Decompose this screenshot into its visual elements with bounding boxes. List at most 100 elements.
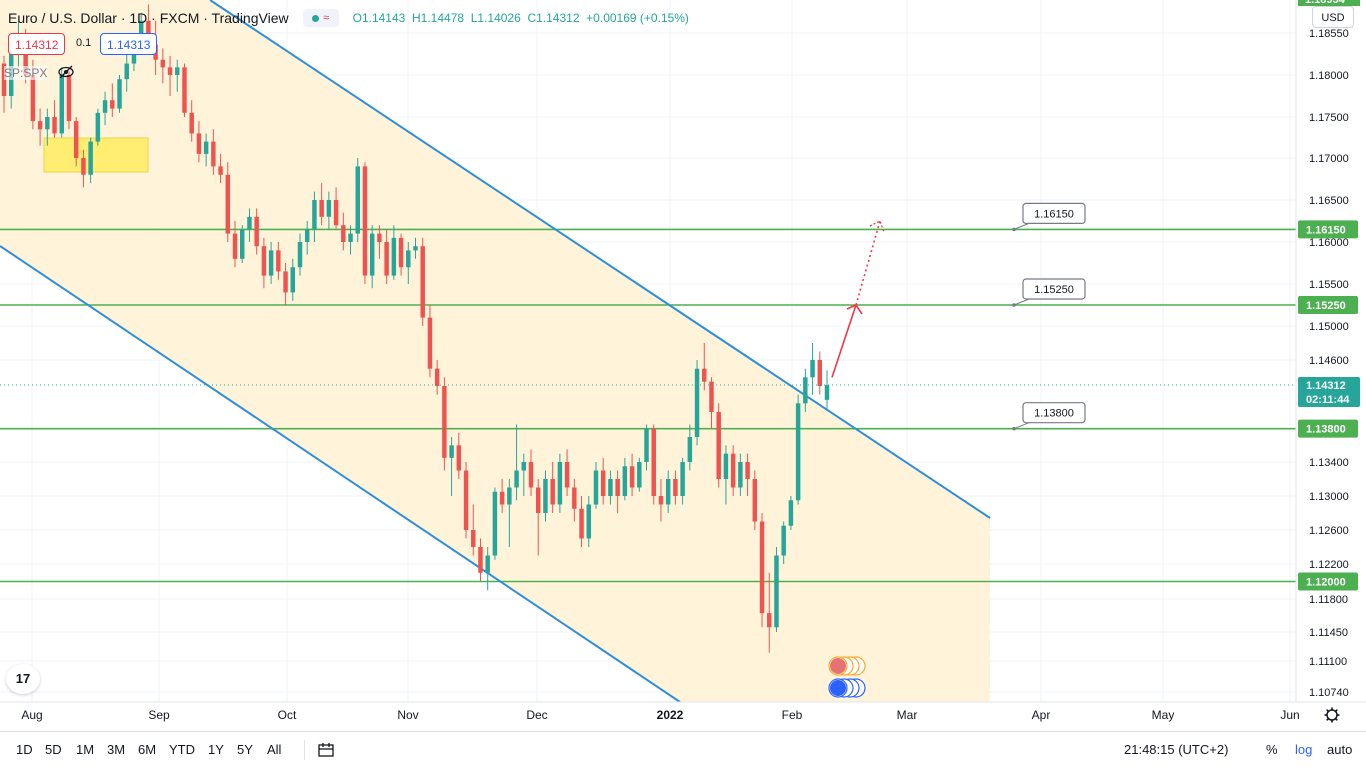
- channel-fill: [0, 0, 990, 702]
- x-tick-label: Mar: [897, 708, 918, 722]
- x-tick-label: Dec: [526, 708, 547, 722]
- gear-tooth: [1334, 709, 1338, 713]
- timeframe-5d[interactable]: 5D: [45, 742, 62, 757]
- candle-body: [463, 470, 469, 530]
- clock-readout[interactable]: 21:48:15 (UTC+2): [1124, 742, 1229, 757]
- candle-body: [189, 112, 194, 134]
- candle-body: [752, 479, 758, 522]
- candle-body: [781, 525, 786, 556]
- candle-body: [326, 200, 332, 217]
- level-callout-box[interactable]: [1022, 402, 1086, 424]
- candle-body: [543, 479, 548, 513]
- y-tick-label: 1.16500: [1309, 195, 1349, 207]
- us-event-flag-icon[interactable]: [830, 658, 846, 674]
- x-tick-label: May: [1152, 708, 1175, 722]
- timeframe-1d[interactable]: 1D: [16, 742, 33, 757]
- gear-tooth: [1334, 717, 1338, 721]
- y-tick-label: 1.12600: [1309, 525, 1349, 537]
- gear-tooth: [1326, 717, 1330, 721]
- candle-body: [564, 462, 570, 488]
- y-tick-label: 1.13400: [1309, 457, 1349, 469]
- high-value: H1.14478: [412, 11, 465, 25]
- level-axis-tag: [1298, 296, 1358, 314]
- percent-toggle[interactable]: %: [1266, 742, 1278, 757]
- candle-body: [59, 75, 64, 134]
- level-axis-tag-text: 1.13800: [1306, 424, 1346, 436]
- toolbar-divider: [304, 740, 305, 760]
- candle-body: [593, 470, 599, 505]
- candle-body: [196, 133, 202, 154]
- auto-toggle[interactable]: auto: [1327, 742, 1353, 757]
- buy-button[interactable]: 1.14313: [100, 33, 158, 55]
- candle-body: [427, 317, 433, 369]
- currency-button[interactable]: USD: [1312, 6, 1354, 28]
- callout-anchor: [1012, 426, 1016, 431]
- timeframe-all[interactable]: All: [267, 742, 282, 757]
- time-axis[interactable]: [0, 702, 1366, 731]
- callout-leader: [1013, 422, 1030, 430]
- candle-body: [160, 59, 166, 68]
- candle-body: [608, 479, 613, 496]
- channel-lower-line[interactable]: [0, 245, 681, 703]
- y-tick-label: 1.12200: [1309, 559, 1349, 571]
- candle-body: [355, 166, 360, 234]
- forecast-arrow-solid[interactable]: [831, 304, 857, 378]
- candle-body: [673, 479, 678, 496]
- timeframe-1y[interactable]: 1Y: [208, 742, 224, 757]
- change-value: +0.00169 (+0.15%): [586, 11, 689, 25]
- candle-body: [218, 166, 223, 175]
- candle-body: [586, 504, 592, 539]
- candle-body: [434, 368, 440, 386]
- level-callout-box[interactable]: [1022, 278, 1086, 300]
- candle-body: [572, 487, 577, 509]
- candle-body: [449, 445, 454, 458]
- tradingview-logo[interactable]: 17: [6, 664, 40, 694]
- symbol-header: Euro / U.S. Dollar · 1D · FXCM · Trading…: [8, 9, 689, 27]
- level-callout-box[interactable]: [1022, 202, 1086, 224]
- price-chart[interactable]: 1.16150 1.15250 1.13800 1.18550 1.18000 1.175…: [0, 0, 1366, 731]
- timeframe-3m[interactable]: 3M: [107, 742, 126, 757]
- symbol-title[interactable]: Euro / U.S. Dollar · 1D · FXCM · Trading…: [8, 10, 289, 26]
- timeframe-6m[interactable]: 6M: [138, 742, 157, 757]
- candle-body: [507, 487, 512, 505]
- candle-body: [521, 462, 527, 471]
- market-open-dot: [312, 14, 320, 22]
- hidden-eye-icon[interactable]: [58, 65, 74, 79]
- level-callout-text: 1.15250: [1034, 284, 1074, 296]
- gear-tooth: [1326, 709, 1330, 713]
- timeframe-5y[interactable]: 5Y: [237, 742, 253, 757]
- timeframe-1m[interactable]: 1M: [76, 742, 95, 757]
- last-price-text: 1.14312: [1306, 380, 1346, 392]
- date-range-icon[interactable]: [318, 742, 334, 758]
- level-callout-text: 1.13800: [1034, 408, 1074, 420]
- candle-body: [52, 117, 57, 134]
- sell-button[interactable]: 1.14312: [8, 33, 66, 55]
- timeframe-ytd[interactable]: YTD: [169, 742, 195, 757]
- y-tick-label: 1.15000: [1309, 321, 1349, 333]
- candle-body: [665, 479, 671, 505]
- candle-body: [644, 428, 649, 462]
- level-callout-text: 1.16150: [1034, 208, 1074, 220]
- candle-body: [745, 462, 750, 479]
- channel-upper-line[interactable]: [209, 0, 991, 519]
- eu-event-flag-icon[interactable]: [830, 680, 846, 696]
- candle-body: [333, 200, 339, 226]
- candle-body: [485, 555, 490, 573]
- log-toggle[interactable]: log: [1295, 742, 1313, 757]
- wave-icon: ≈: [323, 12, 330, 24]
- candle-body: [795, 403, 801, 501]
- candle-body: [651, 428, 656, 496]
- open-value: O1.14143: [352, 11, 406, 25]
- candle-body: [442, 386, 447, 458]
- candle-body: [406, 250, 411, 268]
- candle-body: [550, 479, 555, 505]
- candle-body: [203, 141, 209, 154]
- market-status-badge[interactable]: ≈: [302, 9, 339, 27]
- candle-body: [138, 20, 144, 45]
- y-tick-label: 1.13000: [1309, 491, 1349, 503]
- overlay-symbol-label[interactable]: SP:SPX: [4, 66, 48, 80]
- y-tick-label: 1.16000: [1309, 237, 1349, 249]
- candle-body: [341, 225, 346, 242]
- candle-body: [499, 491, 505, 505]
- candle-body: [261, 246, 267, 276]
